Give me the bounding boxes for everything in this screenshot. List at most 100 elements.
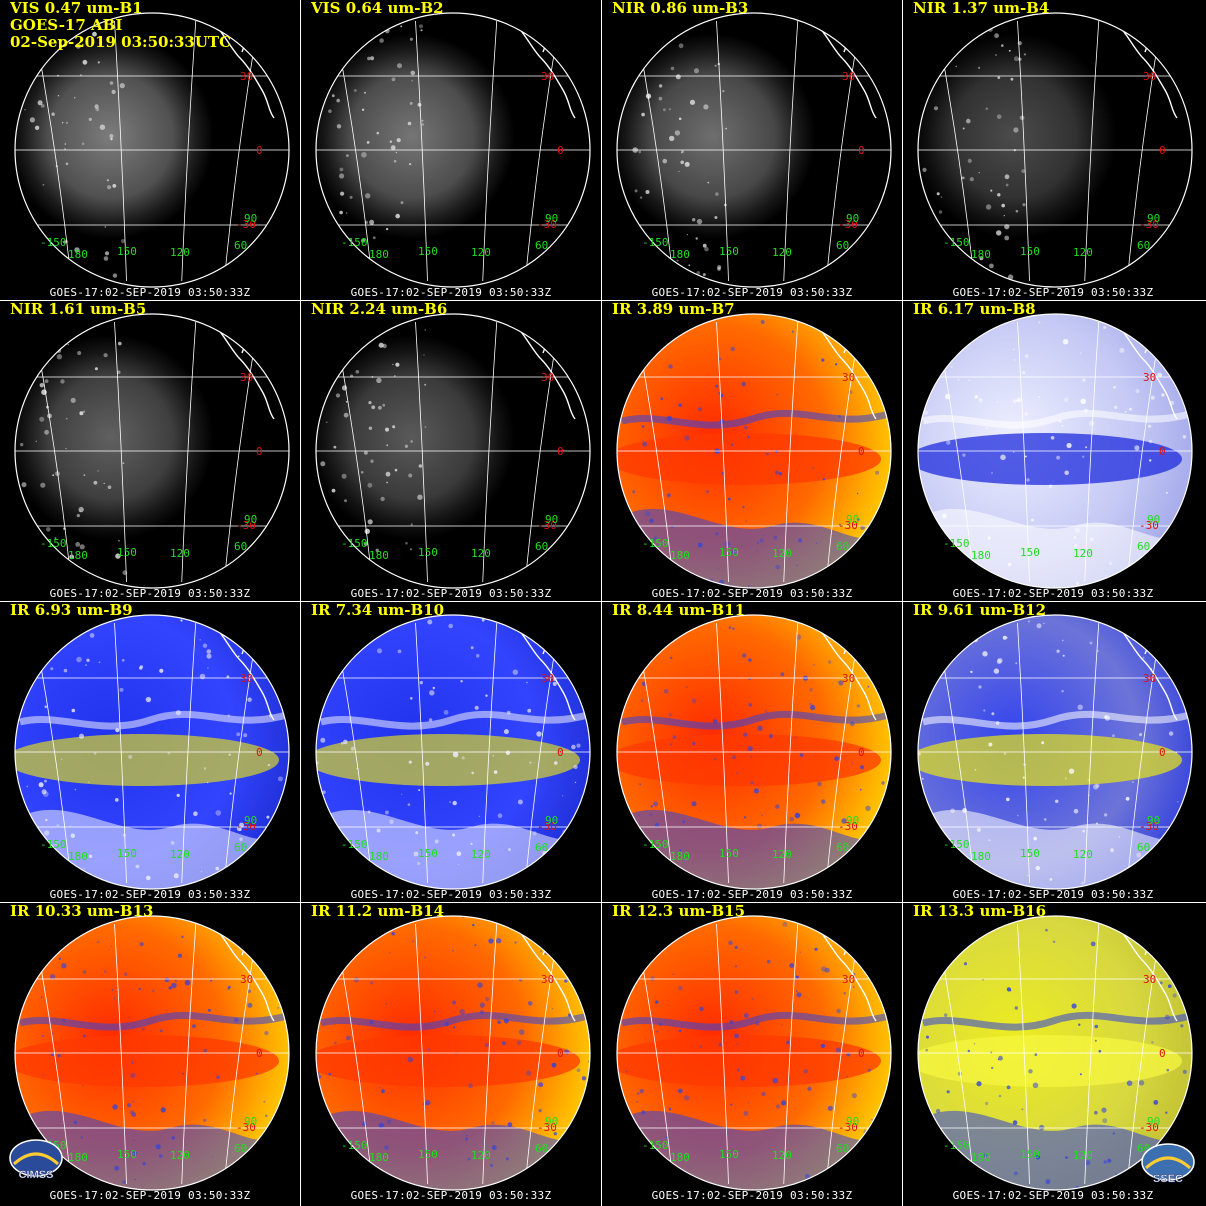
cloud-speck (239, 828, 242, 831)
cloud-speck (736, 771, 738, 774)
cloud-speck (1006, 797, 1010, 802)
cloud-speck (35, 651, 40, 656)
cloud-speck (280, 929, 284, 933)
cloud-speck (650, 976, 655, 981)
panel-separator (0, 300, 1206, 301)
longitude-label: 90 (545, 212, 558, 225)
longitude-label: 90 (244, 1115, 257, 1128)
cloud-speck (827, 1105, 833, 1111)
cloud-speck (381, 1089, 385, 1094)
cloud-speck (631, 277, 637, 282)
cloud-speck (363, 541, 368, 546)
cloud-speck (1182, 1069, 1187, 1074)
earth-limb (616, 614, 892, 890)
cloud-speck (374, 29, 379, 34)
longitude-line (114, 923, 127, 1185)
cloud-speck (413, 851, 419, 857)
longitude-label: -150 (642, 236, 669, 249)
cloud-speck (957, 378, 960, 381)
longitude-line (1017, 923, 1030, 1185)
cloud-speck (736, 1068, 740, 1072)
cloud-speck (173, 873, 179, 879)
cloud-speck (807, 1086, 812, 1091)
cloud-speck (743, 732, 748, 737)
longitude-line (415, 20, 428, 282)
longitude-label: 150 (117, 847, 137, 860)
cloud-speck (789, 816, 795, 822)
cloud-speck (54, 278, 58, 282)
cloud-speck (714, 216, 718, 219)
cloud-speck (671, 526, 674, 529)
longitude-label: 120 (170, 848, 190, 861)
cloud-speck (103, 353, 108, 358)
cloud-speck (1079, 1073, 1082, 1076)
cloud-speck (367, 482, 373, 488)
cloud-speck (82, 970, 87, 974)
cloud-speck (344, 863, 347, 866)
cloud-speck (1014, 359, 1016, 361)
cloud-speck (132, 1026, 135, 1028)
cloud-speck (853, 973, 856, 975)
equatorial-band (617, 433, 881, 485)
cloud-speck (425, 761, 430, 766)
longitude-label: 90 (1147, 513, 1160, 526)
cloud-speck (964, 1185, 967, 1189)
cloud-speck (111, 989, 114, 991)
cloud-speck (949, 882, 955, 888)
longitude-line (482, 622, 498, 884)
cloud-speck (20, 974, 25, 979)
cloud-speck (939, 1169, 945, 1176)
cloud-speck (429, 690, 435, 696)
cloud-speck (728, 497, 731, 501)
longitude-label: 60 (234, 1142, 247, 1155)
cloud-speck (835, 1047, 842, 1053)
cloud-speck (1085, 446, 1088, 449)
cloud-speck (452, 833, 456, 837)
cloud-speck (1081, 881, 1085, 885)
cloud-speck (44, 323, 50, 328)
cloud-speck (661, 39, 666, 44)
latitude-label: -30 (838, 1121, 858, 1134)
cloud-speck (1012, 399, 1018, 404)
cloud-speck (766, 452, 769, 456)
cloud-speck (385, 427, 389, 432)
cloud-speck (407, 803, 411, 806)
cloud-speck (809, 703, 812, 705)
cloud-speck (408, 473, 413, 478)
cloud-speck (331, 94, 335, 98)
longitude-line (114, 622, 127, 884)
cloud-speck (734, 990, 739, 994)
cloud-speck (1165, 1111, 1168, 1114)
latitude-label: 0 (557, 1047, 564, 1060)
longitude-line (1084, 622, 1100, 884)
latitude-label: -30 (236, 820, 256, 833)
cloud-speck (452, 800, 457, 806)
longitude-label: 120 (772, 547, 792, 560)
cloud-speck (627, 986, 630, 989)
cloud-speck (681, 150, 684, 153)
longitude-label: -150 (943, 1139, 970, 1152)
cloud-speck (481, 618, 485, 622)
cloud-speck (41, 789, 47, 795)
svg-text:SSEC: SSEC (1153, 1173, 1183, 1185)
cloud-speck (1088, 420, 1095, 427)
cloud-speck (281, 1132, 286, 1136)
longitude-label: 60 (836, 239, 849, 252)
cloud-speck (851, 1093, 857, 1099)
cloud-speck (57, 273, 62, 278)
latitude-label: -30 (537, 218, 557, 231)
cloud-speck (781, 1100, 787, 1106)
cloud-speck (1026, 478, 1030, 482)
latitude-label: -30 (1139, 1121, 1159, 1134)
cloud-speck (19, 985, 25, 991)
cloud-speck (678, 1029, 682, 1033)
cloud-speck (791, 330, 794, 333)
cloud-speck (713, 758, 716, 761)
cloud-speck (1064, 397, 1069, 402)
latitude-label: 0 (1159, 746, 1166, 759)
cloud-speck (247, 1002, 253, 1008)
cloud-speck (405, 541, 408, 545)
cloud-speck (1159, 981, 1163, 985)
cloud-speck (210, 979, 213, 982)
